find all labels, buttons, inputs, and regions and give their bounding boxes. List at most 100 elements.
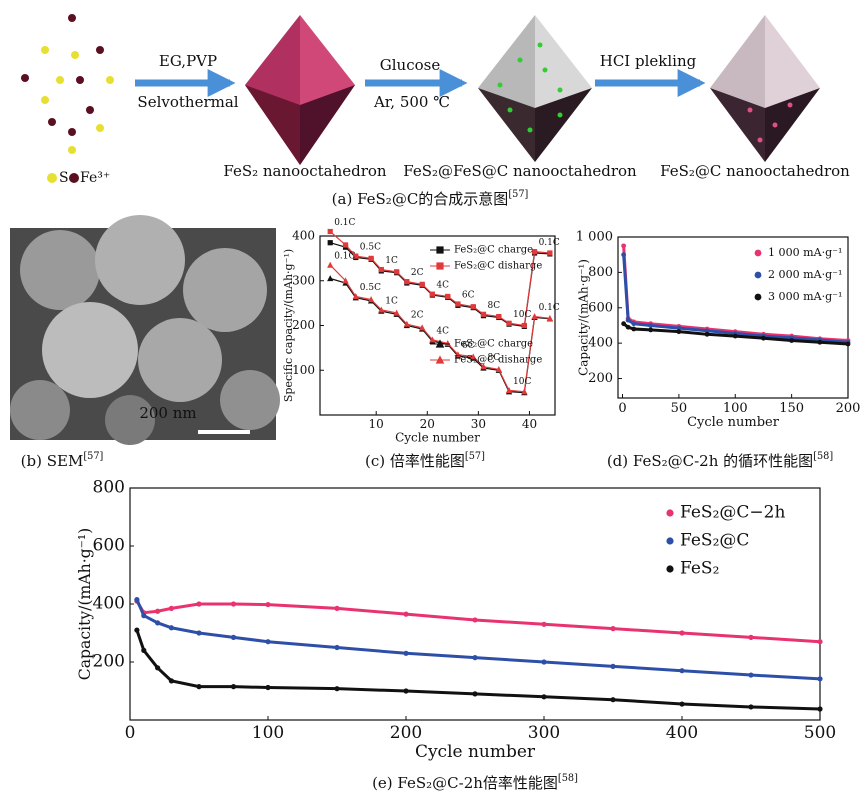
- caption-ref: [58]: [558, 773, 578, 784]
- marker: [334, 606, 339, 611]
- octahedron: [478, 15, 592, 162]
- marker: [196, 630, 201, 635]
- legend-label: FeS₂@C: [680, 531, 749, 551]
- marker: [328, 229, 333, 234]
- marker: [265, 639, 270, 644]
- x-tick-label: 400: [666, 723, 698, 743]
- marker: [789, 338, 794, 343]
- legend-marker: [666, 565, 673, 572]
- caption: (b) SEM[57]: [21, 451, 104, 470]
- caption-text: (d) FeS₂@C-2h 的循环性能图: [607, 452, 813, 470]
- marker: [496, 314, 501, 319]
- y-tick-label: 300: [292, 273, 315, 287]
- marker: [420, 282, 425, 287]
- rate-label: 0.1C: [539, 303, 560, 313]
- marker: [327, 275, 333, 281]
- caption-ref: [58]: [813, 451, 833, 462]
- legend-label: FeS₂@C disharge: [454, 261, 542, 272]
- marker: [394, 269, 399, 274]
- y-axis-label: Capacity/(mAh·g⁻¹): [577, 259, 591, 376]
- x-tick-label: 20: [420, 417, 435, 431]
- y-tick-label: 400: [588, 336, 613, 351]
- caption-text: (b) SEM: [21, 452, 84, 470]
- marker: [155, 609, 160, 614]
- marker: [541, 694, 546, 699]
- legend-marker: [666, 509, 673, 516]
- marker: [631, 321, 636, 326]
- rate-label: 0.1C: [539, 238, 560, 248]
- rate-label: 1C: [385, 296, 398, 306]
- x-tick-label: 0: [618, 401, 626, 416]
- rate-label: 4C: [436, 281, 449, 291]
- marker: [455, 301, 460, 306]
- marker: [169, 625, 174, 630]
- x-tick-label: 500: [804, 723, 836, 743]
- marker: [621, 321, 626, 326]
- marker: [472, 617, 477, 622]
- step-bottom: Selvothermal: [137, 93, 238, 111]
- marker: [141, 648, 146, 653]
- octahedron: [245, 15, 355, 165]
- legend-s: S: [59, 170, 69, 186]
- rate-label: 8C: [487, 353, 500, 363]
- legend-label: FeS₂@C−2h: [680, 503, 785, 523]
- x-tick-label: 150: [779, 401, 804, 416]
- x-tick-label: 0: [125, 723, 136, 743]
- rate-label: 0.1C: [334, 252, 355, 262]
- marker: [748, 704, 753, 709]
- rate-label: 2C: [411, 268, 424, 278]
- x-tick-label: 10: [369, 417, 384, 431]
- rate-label: 6C: [462, 341, 475, 351]
- legend-fe: Fe³⁺: [80, 170, 110, 186]
- legend-label: 1 000 mA·g⁻¹: [768, 246, 842, 259]
- y-axis-label: Capacity/(mAh·g⁻¹): [75, 528, 94, 681]
- caption-text: (a) FeS₂@C的合成示意图: [332, 190, 509, 208]
- marker: [733, 334, 738, 339]
- marker: [679, 701, 684, 706]
- marker: [846, 342, 851, 347]
- rate-label: 8C: [487, 301, 500, 311]
- x-tick-label: 100: [723, 401, 748, 416]
- rate-label: 4C: [436, 326, 449, 336]
- series: [134, 597, 822, 681]
- marker: [169, 606, 174, 611]
- x-tick-label: 300: [528, 723, 560, 743]
- marker: [231, 601, 236, 606]
- legend-label: FeS₂@C charge: [454, 245, 533, 256]
- rate-label: 0.1C: [334, 218, 355, 228]
- x-tick-label: 200: [836, 401, 861, 416]
- marker: [610, 626, 615, 631]
- marker: [368, 256, 373, 261]
- series-line: [137, 600, 820, 679]
- y-tick-label: 1 000: [576, 230, 613, 245]
- caption-text: (c) 倍率性能图: [365, 452, 465, 470]
- product-label: FeS₂@C nanooctahedron: [660, 162, 850, 180]
- legend-label: 3 000 mA·g⁻¹: [768, 290, 842, 303]
- y-tick-label: 100: [292, 363, 315, 377]
- marker: [327, 262, 333, 268]
- caption-ref: [57]: [465, 451, 485, 462]
- step-top: HCI plekling: [600, 52, 697, 70]
- precursor-dots: [21, 14, 114, 183]
- product-label: FeS₂ nanooctahedron: [223, 162, 387, 180]
- caption: (e) FeS₂@C-2h倍率性能图[58]: [372, 773, 578, 792]
- y-tick-label: 800: [93, 478, 125, 498]
- marker: [430, 292, 435, 297]
- marker: [817, 706, 822, 711]
- scale-bar-label: 200 nm: [139, 404, 196, 422]
- marker: [403, 651, 408, 656]
- caption: (d) FeS₂@C-2h 的循环性能图[58]: [607, 451, 833, 470]
- y-axis-label: Specific capacity/(mAh·g⁻¹): [282, 249, 295, 402]
- marker: [155, 665, 160, 670]
- rate-label: 10C: [513, 377, 531, 387]
- product-label: FeS₂@FeS@C nanooctahedron: [403, 162, 637, 180]
- octahedron: [710, 15, 820, 162]
- marker: [541, 659, 546, 664]
- x-axis-label: Cycle number: [395, 430, 480, 444]
- marker: [817, 639, 822, 644]
- marker: [817, 676, 822, 681]
- x-tick-label: 100: [252, 723, 284, 743]
- y-tick-label: 600: [93, 536, 125, 556]
- marker: [403, 612, 408, 617]
- caption-text: (e) FeS₂@C-2h倍率性能图: [372, 774, 558, 792]
